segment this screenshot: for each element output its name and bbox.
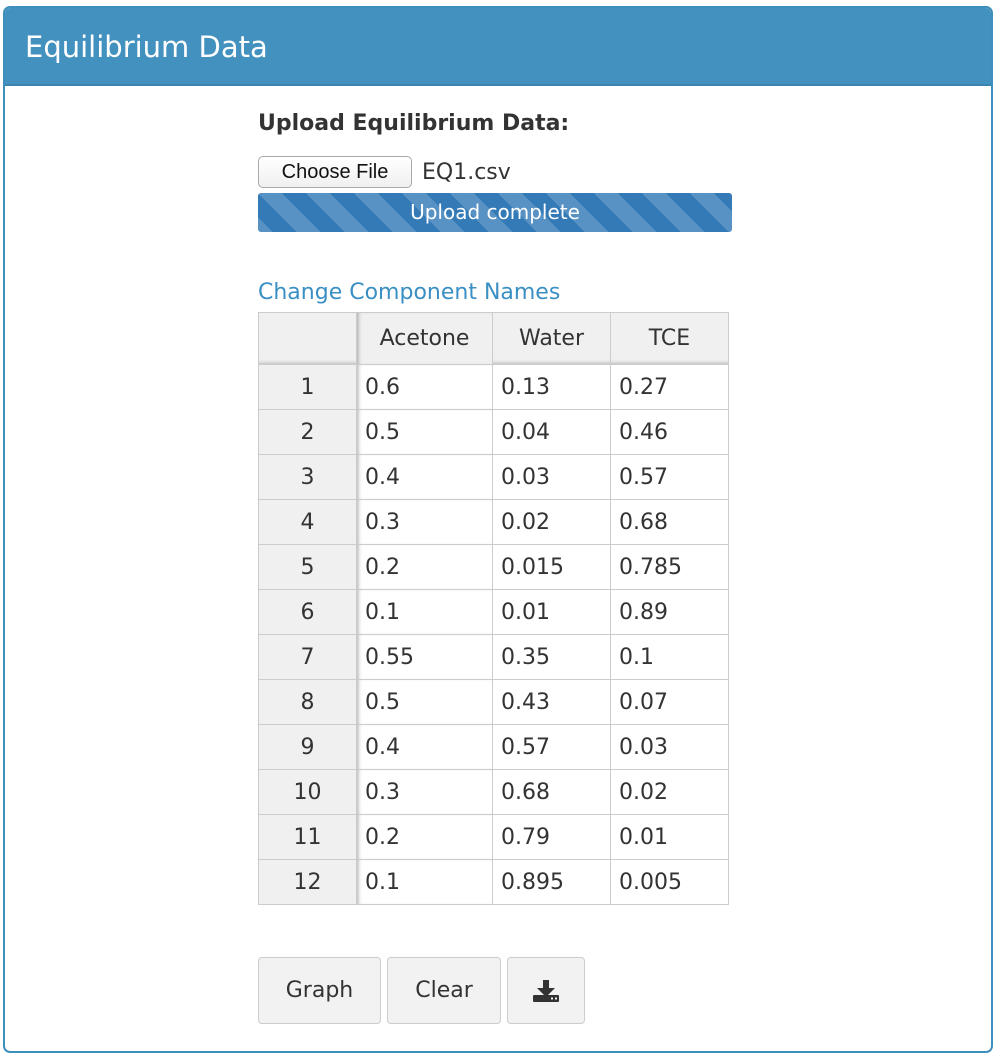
table-row: 6 0.1 0.01 0.89 bbox=[258, 589, 729, 635]
row-header[interactable]: 2 bbox=[258, 409, 357, 455]
tce-cell[interactable]: 0.07 bbox=[610, 679, 729, 725]
water-cell[interactable]: 0.015 bbox=[492, 544, 611, 590]
table-row: 1 0.6 0.13 0.27 bbox=[258, 364, 729, 410]
file-input-row: Choose File EQ1.csv bbox=[258, 155, 511, 189]
tce-cell[interactable]: 0.27 bbox=[610, 364, 729, 410]
equilibrium-table: Acetone Water TCE 1 0.6 0.13 0.27 2 0.5 … bbox=[258, 312, 729, 905]
acetone-cell[interactable]: 0.2 bbox=[356, 544, 493, 590]
column-header-water[interactable]: Water bbox=[492, 312, 611, 365]
acetone-cell[interactable]: 0.3 bbox=[356, 499, 493, 545]
acetone-cell[interactable]: 0.55 bbox=[356, 634, 493, 680]
water-cell[interactable]: 0.02 bbox=[492, 499, 611, 545]
row-header[interactable]: 9 bbox=[258, 724, 357, 770]
table-corner-header bbox=[258, 312, 357, 365]
acetone-cell[interactable]: 0.4 bbox=[356, 724, 493, 770]
graph-button[interactable]: Graph bbox=[258, 957, 381, 1024]
row-header[interactable]: 6 bbox=[258, 589, 357, 635]
tce-cell[interactable]: 0.46 bbox=[610, 409, 729, 455]
panel-title: Equilibrium Data bbox=[5, 8, 991, 86]
clear-button[interactable]: Clear bbox=[387, 957, 501, 1024]
row-header[interactable]: 4 bbox=[258, 499, 357, 545]
upload-label: Upload Equilibrium Data: bbox=[258, 111, 570, 136]
water-cell[interactable]: 0.57 bbox=[492, 724, 611, 770]
acetone-cell[interactable]: 0.2 bbox=[356, 814, 493, 860]
table-row: 9 0.4 0.57 0.03 bbox=[258, 724, 729, 770]
water-cell[interactable]: 0.13 bbox=[492, 364, 611, 410]
acetone-cell[interactable]: 0.5 bbox=[356, 679, 493, 725]
row-header[interactable]: 5 bbox=[258, 544, 357, 590]
tce-cell[interactable]: 0.89 bbox=[610, 589, 729, 635]
tce-cell[interactable]: 0.01 bbox=[610, 814, 729, 860]
table-row: 11 0.2 0.79 0.01 bbox=[258, 814, 729, 860]
water-cell[interactable]: 0.01 bbox=[492, 589, 611, 635]
acetone-cell[interactable]: 0.1 bbox=[356, 589, 493, 635]
table-row: 4 0.3 0.02 0.68 bbox=[258, 499, 729, 545]
acetone-cell[interactable]: 0.4 bbox=[356, 454, 493, 500]
table-row: 5 0.2 0.015 0.785 bbox=[258, 544, 729, 590]
water-cell[interactable]: 0.43 bbox=[492, 679, 611, 725]
choose-file-button[interactable]: Choose File bbox=[258, 156, 412, 188]
tce-cell[interactable]: 0.02 bbox=[610, 769, 729, 815]
column-header-acetone[interactable]: Acetone bbox=[356, 312, 493, 365]
water-cell[interactable]: 0.35 bbox=[492, 634, 611, 680]
row-header[interactable]: 1 bbox=[258, 364, 357, 410]
upload-progress-bar: Upload complete bbox=[258, 193, 732, 232]
acetone-cell[interactable]: 0.1 bbox=[356, 859, 493, 905]
change-component-names-link[interactable]: Change Component Names bbox=[258, 280, 561, 305]
table-row: 2 0.5 0.04 0.46 bbox=[258, 409, 729, 455]
table-row: 8 0.5 0.43 0.07 bbox=[258, 679, 729, 725]
download-button[interactable] bbox=[507, 957, 585, 1024]
tce-cell[interactable]: 0.57 bbox=[610, 454, 729, 500]
acetone-cell[interactable]: 0.3 bbox=[356, 769, 493, 815]
tce-cell[interactable]: 0.785 bbox=[610, 544, 729, 590]
water-cell[interactable]: 0.68 bbox=[492, 769, 611, 815]
table-header-row: Acetone Water TCE bbox=[258, 312, 729, 365]
row-header[interactable]: 7 bbox=[258, 634, 357, 680]
acetone-cell[interactable]: 0.5 bbox=[356, 409, 493, 455]
tce-cell[interactable]: 0.1 bbox=[610, 634, 729, 680]
selected-file-name: EQ1.csv bbox=[422, 159, 511, 185]
tce-cell[interactable]: 0.03 bbox=[610, 724, 729, 770]
row-header[interactable]: 10 bbox=[258, 769, 357, 815]
water-cell[interactable]: 0.79 bbox=[492, 814, 611, 860]
table-row: 7 0.55 0.35 0.1 bbox=[258, 634, 729, 680]
table-row: 12 0.1 0.895 0.005 bbox=[258, 859, 729, 905]
tce-cell[interactable]: 0.005 bbox=[610, 859, 729, 905]
row-header[interactable]: 12 bbox=[258, 859, 357, 905]
water-cell[interactable]: 0.04 bbox=[492, 409, 611, 455]
table-row: 3 0.4 0.03 0.57 bbox=[258, 454, 729, 500]
row-header[interactable]: 3 bbox=[258, 454, 357, 500]
download-icon bbox=[532, 979, 560, 1003]
water-cell[interactable]: 0.03 bbox=[492, 454, 611, 500]
acetone-cell[interactable]: 0.6 bbox=[356, 364, 493, 410]
tce-cell[interactable]: 0.68 bbox=[610, 499, 729, 545]
upload-progress: Upload complete bbox=[258, 193, 732, 232]
column-header-tce[interactable]: TCE bbox=[610, 312, 729, 365]
row-header[interactable]: 8 bbox=[258, 679, 357, 725]
row-header[interactable]: 11 bbox=[258, 814, 357, 860]
water-cell[interactable]: 0.895 bbox=[492, 859, 611, 905]
table-row: 10 0.3 0.68 0.02 bbox=[258, 769, 729, 815]
